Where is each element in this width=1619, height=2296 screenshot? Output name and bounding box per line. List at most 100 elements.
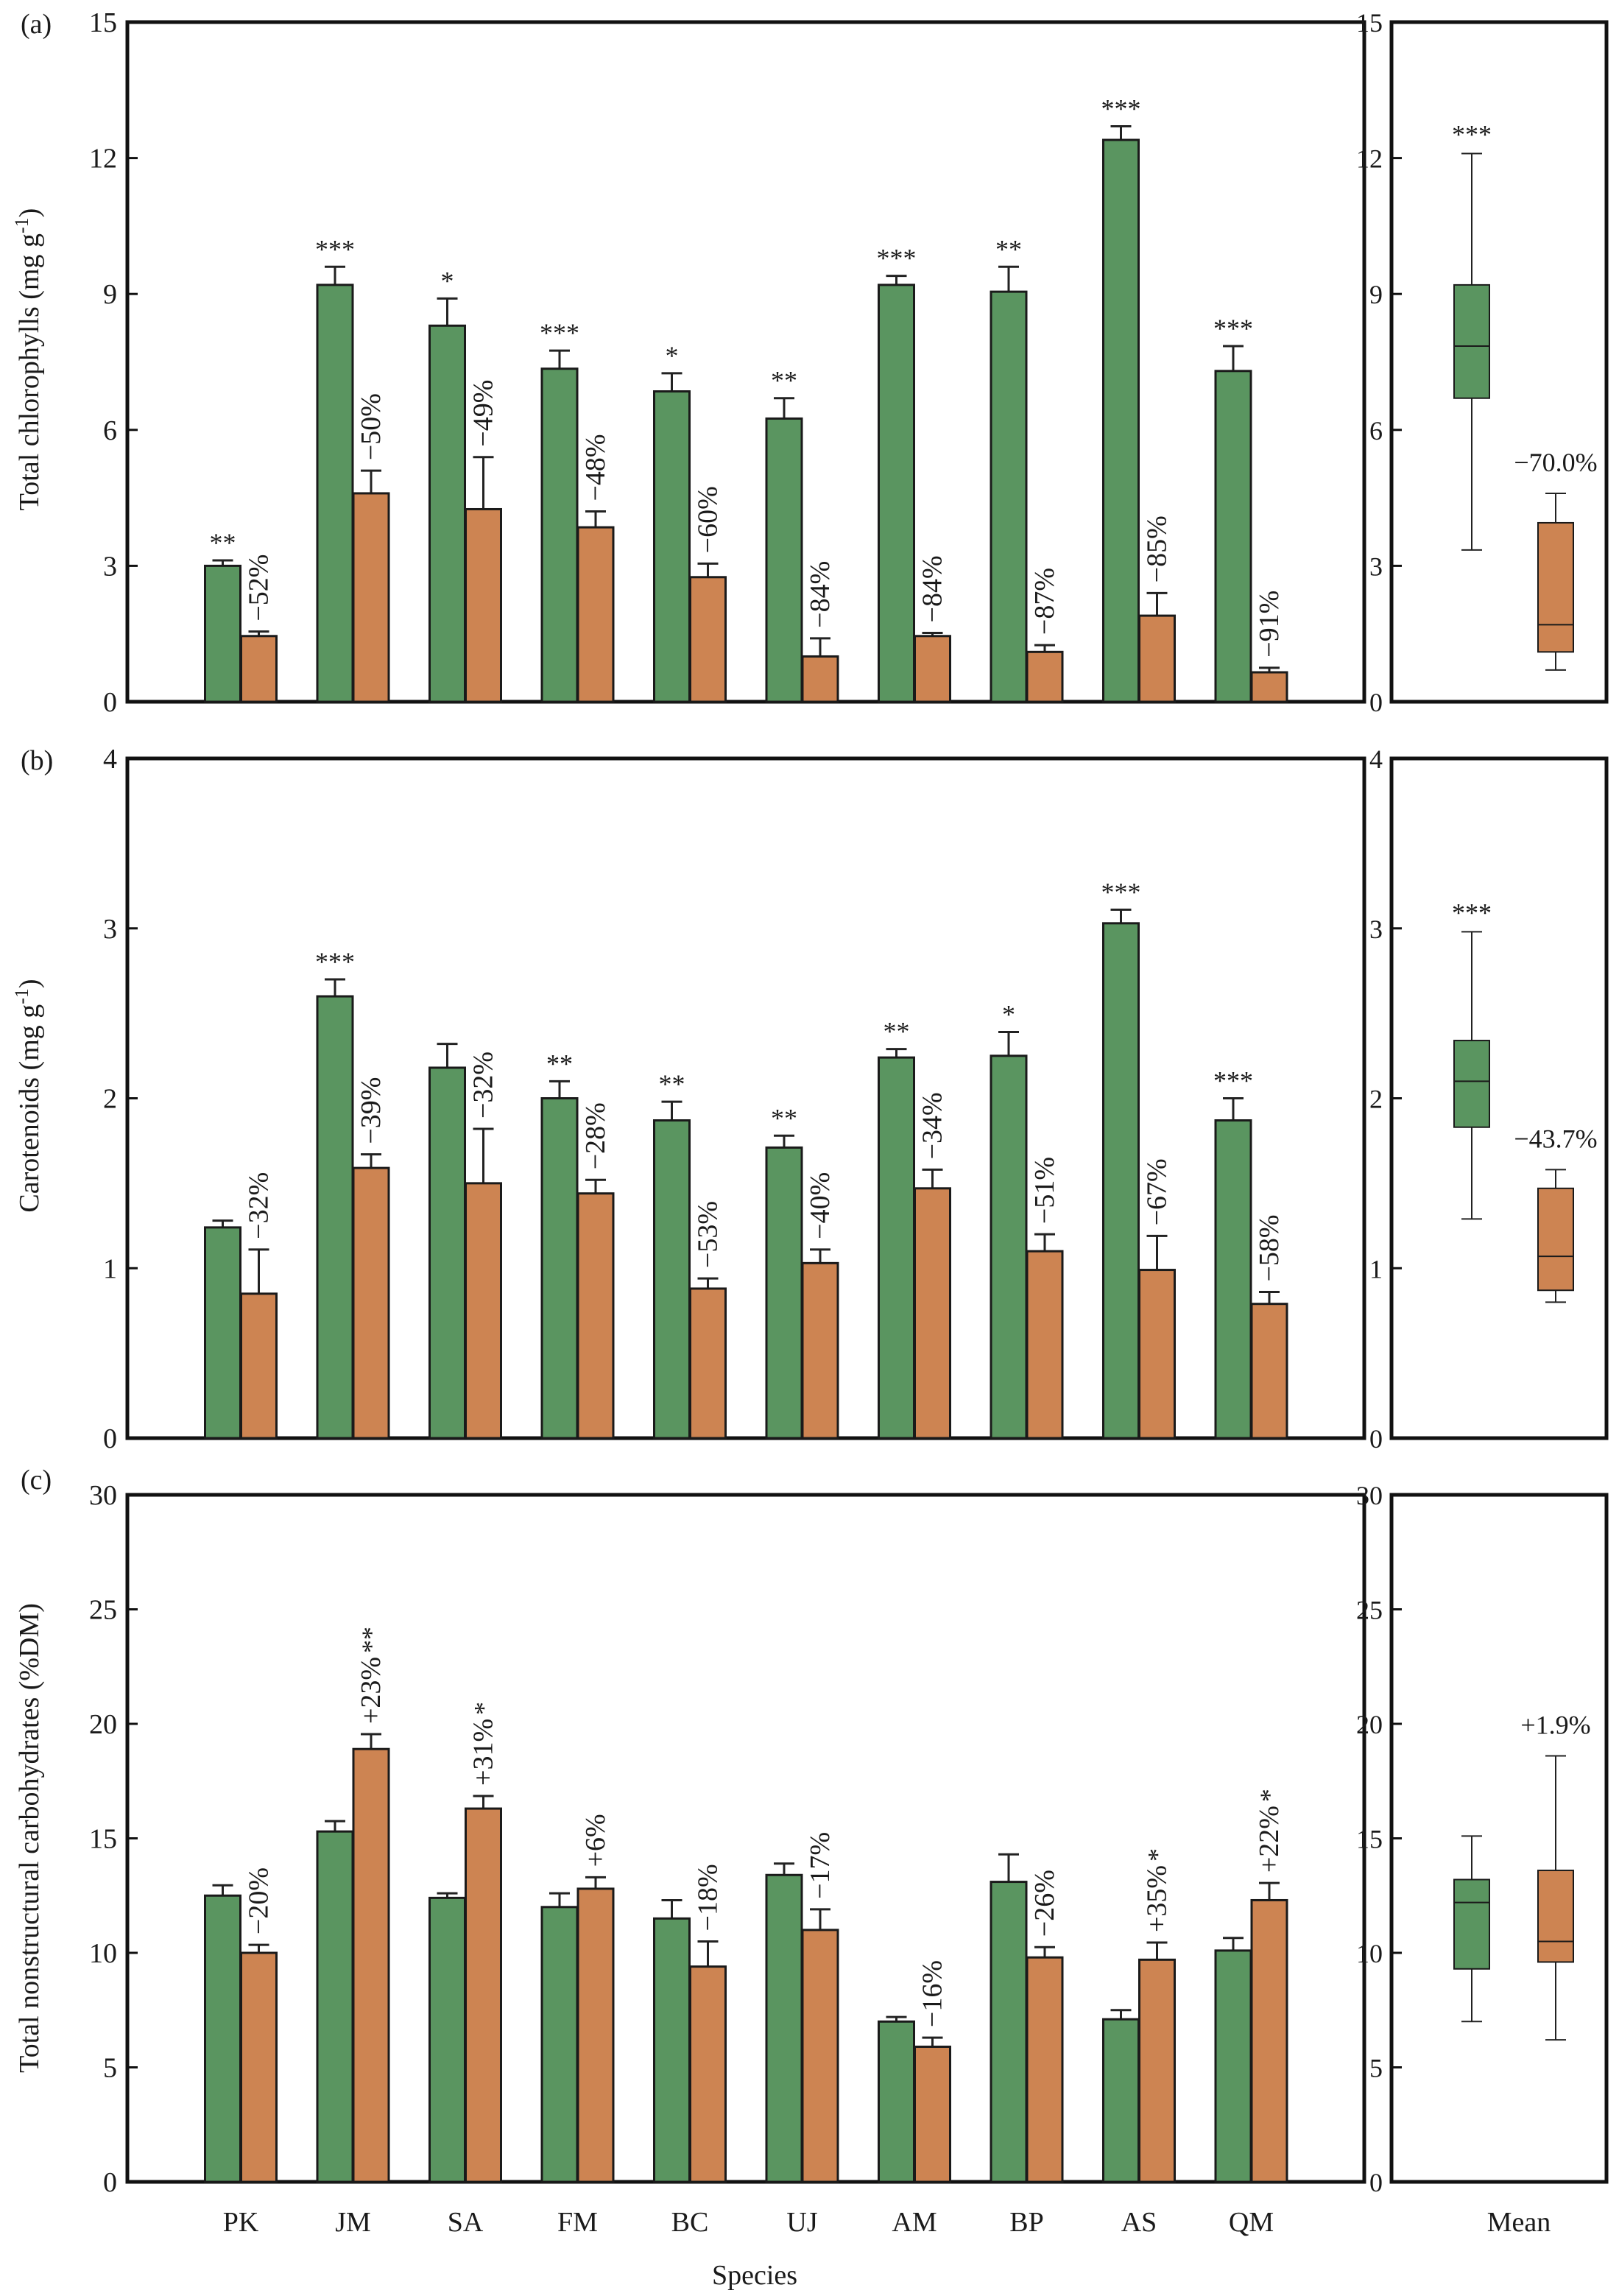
mean-y-tick-label: 3	[1369, 552, 1383, 581]
mean-plot-frame	[1389, 1493, 1609, 2184]
y-tick-label: 5	[103, 2053, 117, 2084]
y-axis-title-part: Total chlorophylls (mg g	[14, 233, 45, 510]
x-tick-label: BP	[1009, 2207, 1043, 2238]
y-axis-title-part: -1	[11, 988, 32, 1004]
y-axis-title: Total nonstructural carbohydrates (%DM)	[14, 1603, 45, 2073]
y-tick-label: 25	[89, 1595, 117, 1626]
box-control	[1453, 1040, 1490, 1128]
bar-treated-sa	[465, 507, 502, 703]
bar-treated-fm	[576, 1887, 615, 2183]
bar-treated-jm	[352, 492, 390, 703]
bar-control-uj	[765, 1873, 803, 2183]
significance-label: ***	[315, 234, 355, 264]
panel-b-carotenoids: (b) Carotenoids (mg g-1) 0 0 1 1 2 2 3 3 4 4 −32% −39…	[11, 744, 1609, 1454]
x-tick-label: FM	[557, 2207, 598, 2238]
mean-y-tick-label: 6	[1369, 416, 1383, 446]
y-tick-label: 0	[103, 1423, 117, 1454]
mean-percent-label: −70.0%	[1514, 448, 1597, 477]
percent-change-label: −85%	[1142, 515, 1173, 582]
significance-label: ***	[877, 244, 917, 273]
percent-change-label: −39%	[356, 1077, 387, 1144]
bar-treated-uj	[801, 1261, 839, 1440]
x-tick-label: SA	[448, 2207, 484, 2238]
mean-y-tick-label: 2	[1369, 1085, 1383, 1114]
percent-change-label: −67%	[1142, 1158, 1173, 1225]
bar-treated-am	[914, 2046, 951, 2183]
mean-y-tick-label: 25	[1356, 1596, 1383, 1625]
percent-change-label: −91%	[1254, 591, 1285, 658]
y-tick-label: 1	[103, 1253, 117, 1284]
mean-y-tick-label: 10	[1356, 1939, 1383, 1968]
y-axis-title-part: Carotenoids (mg g	[14, 1004, 45, 1213]
y-tick-label: 15	[89, 7, 117, 38]
significance-label: ***	[540, 318, 579, 348]
percent-change-label: −50%	[356, 393, 387, 460]
mean-y-tick-label: 0	[1369, 1424, 1383, 1454]
significance-label: ***	[1101, 877, 1141, 906]
panel-label: (b)	[21, 745, 53, 776]
significance-label: **	[883, 1017, 910, 1046]
percent-change-label: −26%	[1029, 1870, 1060, 1937]
mean-y-tick-label: 0	[1369, 2168, 1383, 2197]
significance-label: *	[469, 1702, 498, 1715]
bar-treated-qm	[1250, 1898, 1288, 2183]
significance-label: *	[1143, 1848, 1172, 1862]
bar-control-jm	[316, 1830, 354, 2183]
percent-change-label: −40%	[805, 1172, 836, 1239]
y-axis-title-part: Total nonstructural carbohydrates (%DM)	[14, 1603, 45, 2073]
y-tick-label: 2	[103, 1084, 117, 1115]
bar-control-sa	[428, 1066, 466, 1440]
percent-change-label: +6%	[580, 1814, 611, 1867]
y-tick-label: 9	[103, 279, 117, 310]
bar-control-bc	[653, 1917, 691, 2183]
mean-significance-label: ***	[1452, 898, 1492, 927]
x-axis-title: Species	[712, 2260, 797, 2291]
bar-control-am	[878, 2020, 915, 2183]
bar-treated-pk	[240, 635, 278, 703]
significance-label: ***	[1213, 314, 1253, 343]
y-tick-label: 3	[103, 551, 117, 582]
bar-control-jm	[316, 995, 354, 1440]
main-plot-frame	[125, 20, 1366, 704]
significance-label: **	[771, 1103, 797, 1133]
significance-label: *	[1255, 1789, 1284, 1802]
percent-change-label: −51%	[1029, 1157, 1060, 1224]
bar-treated-uj	[801, 1929, 839, 2183]
main-plot-frame	[125, 1493, 1366, 2184]
significance-label: *	[666, 341, 679, 370]
significance-label: **	[995, 234, 1022, 264]
percent-change-label: −28%	[580, 1102, 611, 1169]
bar-treated-jm	[352, 1747, 390, 2183]
bar-control-sa	[428, 1896, 466, 2183]
bar-treated-bc	[689, 576, 727, 703]
bar-treated-jm	[352, 1166, 390, 1440]
percent-change-label: −32%	[468, 1052, 499, 1119]
y-axis-title-part: )	[14, 208, 45, 218]
bar-control-bp	[990, 290, 1028, 703]
bar-treated-pk	[240, 1951, 278, 2183]
bar-control-qm	[1214, 370, 1252, 703]
mean-y-tick-label: 15	[1356, 1825, 1383, 1854]
y-tick-label: 30	[89, 1480, 117, 1511]
percent-change-label: +23%	[356, 1657, 387, 1724]
bar-treated-sa	[465, 1182, 502, 1440]
bar-treated-bc	[689, 1287, 727, 1440]
bar-control-bp	[990, 1881, 1028, 2183]
bar-treated-pk	[240, 1292, 278, 1440]
percent-change-label: −16%	[917, 1960, 948, 2027]
main-plot-frame	[125, 756, 1366, 1440]
mean-y-tick-label: 15	[1356, 8, 1383, 38]
bar-control-as	[1102, 922, 1140, 1440]
bar-control-jm	[316, 284, 354, 703]
bar-control-fm	[540, 1906, 579, 2183]
significance-label: **	[356, 1627, 386, 1653]
percent-change-label: −58%	[1254, 1214, 1285, 1281]
bar-control-sa	[428, 324, 466, 703]
mean-percent-label: +1.9%	[1520, 1711, 1590, 1740]
percent-change-label: −18%	[693, 1864, 724, 1931]
mean-y-tick-label: 4	[1369, 744, 1383, 774]
y-axis-title: Carotenoids (mg g-1)	[11, 979, 46, 1212]
x-tick-label: UJ	[786, 2207, 817, 2238]
bar-control-uj	[765, 1146, 803, 1440]
